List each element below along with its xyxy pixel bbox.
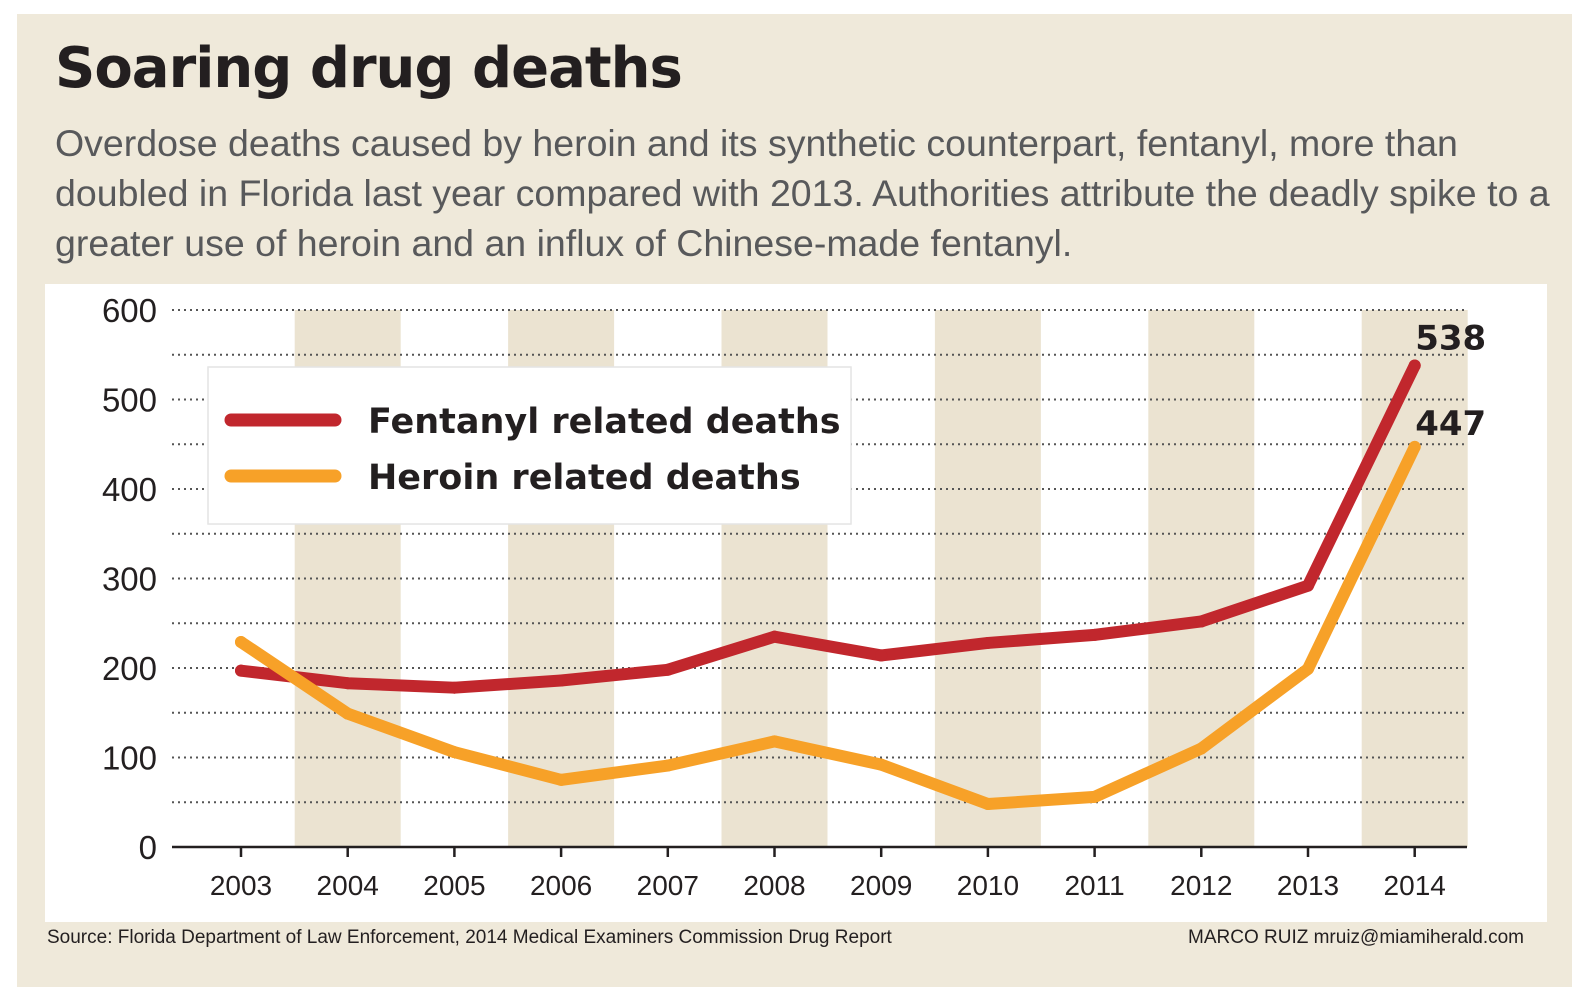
data-point: [235, 636, 247, 649]
data-point: [661, 759, 674, 772]
data-point: [981, 798, 994, 811]
legend-box: [207, 366, 852, 525]
x-tick-label: 2004: [317, 870, 379, 901]
x-tick-label: 2009: [850, 870, 912, 901]
line-chart: 2003 2004 2005 2006 2007 2008 2009 2010 2011 2012…: [102, 292, 1486, 901]
data-point: [661, 663, 674, 676]
x-tick-label: 2007: [637, 870, 699, 901]
x-tick-label: 2008: [743, 870, 805, 901]
x-tick-label: 2006: [530, 870, 592, 901]
chart-title: Soaring drug deaths: [55, 36, 683, 101]
data-point: [555, 773, 568, 786]
data-point: [1408, 359, 1421, 372]
plot-area: 2003 2004 2005 2006 2007 2008 2009 2010 2011 2012…: [45, 284, 1547, 922]
data-point: [981, 636, 994, 649]
data-point: [768, 735, 781, 748]
data-point: [875, 649, 888, 662]
legend-label: Fentanyl related deaths: [368, 402, 841, 442]
x-tick-label: 2014: [1384, 870, 1446, 901]
x-tick-label: 2003: [210, 870, 272, 901]
data-point: [235, 664, 247, 677]
data-point: [1408, 440, 1421, 453]
data-point: [1088, 790, 1101, 803]
data-point: [341, 677, 354, 690]
data-point: [341, 707, 354, 720]
y-tick-label: 500: [102, 382, 157, 419]
x-tick-label: 2012: [1170, 870, 1232, 901]
data-point: [448, 746, 461, 759]
x-tick-label: 2011: [1064, 870, 1124, 901]
data-point: [1302, 579, 1314, 592]
y-tick-label: 0: [139, 829, 157, 866]
series-line-fentanyl: [235, 359, 1421, 694]
chart-subtitle: Overdose deaths caused by heroin and its…: [55, 122, 1550, 264]
y-tick-label: 300: [102, 561, 157, 598]
x-tick-label: 2010: [957, 870, 1019, 901]
byline: MARCO RUIZ mruiz@miamiherald.com: [1188, 927, 1524, 948]
x-tick-label: 2013: [1277, 870, 1339, 901]
chart-card: Soaring drug deaths Overdose deaths caus…: [17, 14, 1572, 987]
data-point: [448, 681, 461, 694]
column-band: [1148, 310, 1255, 847]
y-tick-label: 100: [102, 740, 157, 777]
data-point: [1195, 742, 1208, 755]
end-value-label: 538: [1415, 318, 1486, 358]
data-point: [1302, 662, 1314, 675]
y-tick-label: 200: [102, 650, 157, 687]
data-point: [555, 674, 568, 687]
legend-label: Heroin related deaths: [368, 458, 801, 498]
legend: Fentanyl related deaths Heroin related de…: [207, 366, 852, 525]
data-point: [1195, 615, 1208, 628]
x-tick-label: 2005: [423, 870, 485, 901]
series-line-heroin: [235, 440, 1421, 811]
source-note: Source: Florida Department of Law Enforc…: [47, 927, 892, 948]
y-tick-label: 400: [102, 471, 157, 508]
y-tick-label: 600: [102, 292, 157, 329]
data-point: [768, 630, 781, 643]
data-point: [875, 758, 888, 771]
end-value-label: 447: [1415, 404, 1486, 444]
data-point: [1088, 628, 1101, 641]
